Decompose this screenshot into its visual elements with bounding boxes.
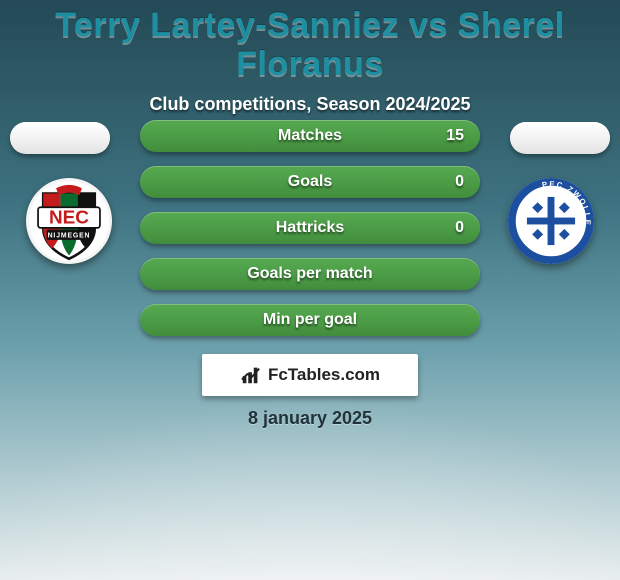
player-photo-right [510,122,610,154]
stat-right-value: 15 [446,127,464,145]
cross-h [527,218,575,225]
stat-label: Goals [140,173,480,191]
stat-row-goals-per-match: Goals per match [140,258,480,290]
page-title: Terry Lartey-Sanniez vs Sherel Floranus [0,0,620,84]
brand-attribution: FcTables.com [202,354,418,396]
stats-list: Matches 15 Goals 0 Hattricks 0 Goals per… [140,120,480,336]
nec-logo-icon: NEC NIJMEGEN [26,178,112,264]
nec-text: NEC [49,208,89,229]
stat-label: Goals per match [140,265,480,283]
page-subtitle: Club competitions, Season 2024/2025 [0,94,620,115]
stat-right-value: 0 [455,173,464,191]
stat-label: Hattricks [140,219,480,237]
date-label: 8 january 2025 [0,408,620,429]
comparison-infographic: Terry Lartey-Sanniez vs Sherel Floranus … [0,0,620,580]
stat-label: Min per goal [140,311,480,329]
nijmegen-text: NIJMEGEN [48,232,91,239]
club-badge-left: NEC NIJMEGEN [26,178,112,264]
stat-row-hattricks: Hattricks 0 [140,212,480,244]
stat-row-goals: Goals 0 [140,166,480,198]
stat-row-matches: Matches 15 [140,120,480,152]
stat-right-value: 0 [455,219,464,237]
club-badge-right: PEC ZWOLLE [508,178,594,264]
stat-row-min-per-goal: Min per goal [140,304,480,336]
pec-zwolle-logo-icon: PEC ZWOLLE [508,178,594,264]
stat-label: Matches [140,127,480,145]
player-photo-left [10,122,110,154]
brand-label: FcTables.com [268,365,380,385]
bar-chart-icon [240,364,262,386]
